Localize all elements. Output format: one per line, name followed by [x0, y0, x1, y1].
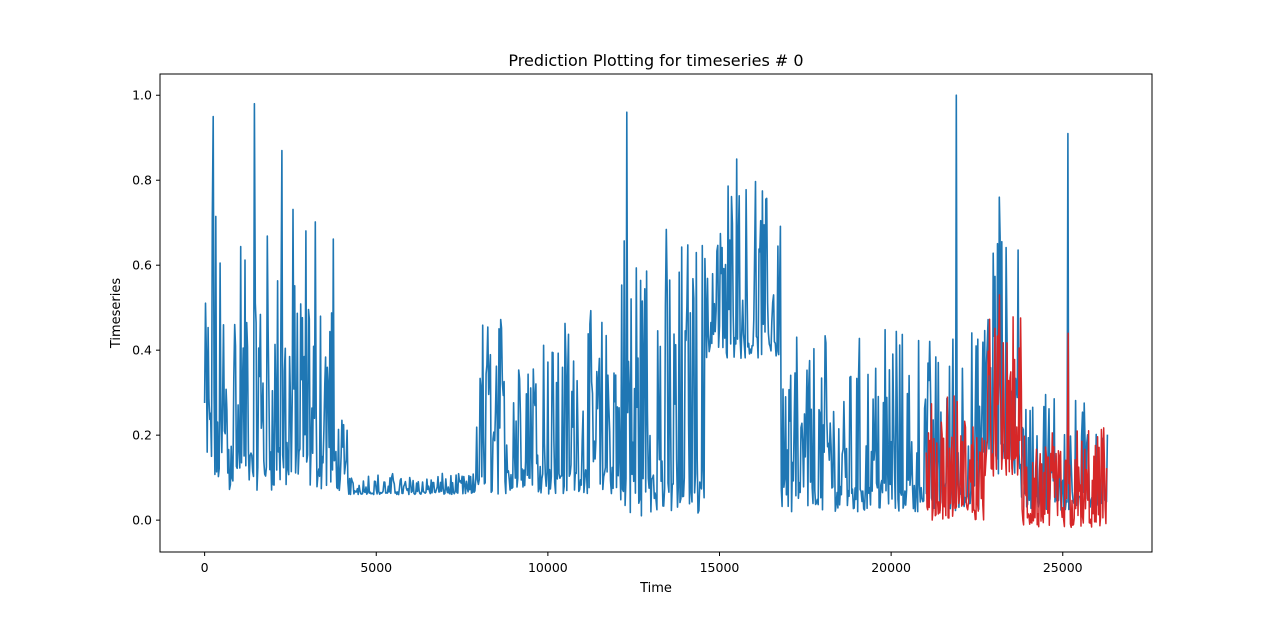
chart-title: Prediction Plotting for timeseries # 0: [508, 51, 803, 70]
y-tick-label: 0.6: [132, 258, 152, 273]
y-tick-label: 1.0: [132, 88, 152, 103]
x-tick-label: 20000: [871, 560, 911, 575]
y-axis-label: Timeseries: [109, 278, 124, 350]
x-tick-label: 15000: [700, 560, 740, 575]
x-axis-label: Time: [639, 581, 672, 596]
y-tick-label: 0.4: [132, 343, 152, 358]
y-tick-label: 0.2: [132, 428, 152, 443]
x-tick-label: 0: [201, 560, 209, 575]
x-tick-label: 5000: [360, 560, 392, 575]
plot-area: [203, 94, 1109, 529]
x-tick-label: 10000: [528, 560, 568, 575]
y-tick-label: 0.8: [132, 173, 152, 188]
x-tick-label: 25000: [1043, 560, 1083, 575]
series-line-prediction: [925, 294, 1108, 529]
x-axis: 0 5000 10000 15000 20000 25000: [201, 552, 1083, 575]
y-axis: 0.0 0.2 0.4 0.6 0.8 1.0: [132, 88, 160, 528]
y-tick-label: 0.0: [132, 513, 152, 528]
axes-frame: [159, 73, 1153, 553]
series-line-actual: [203, 94, 1109, 517]
